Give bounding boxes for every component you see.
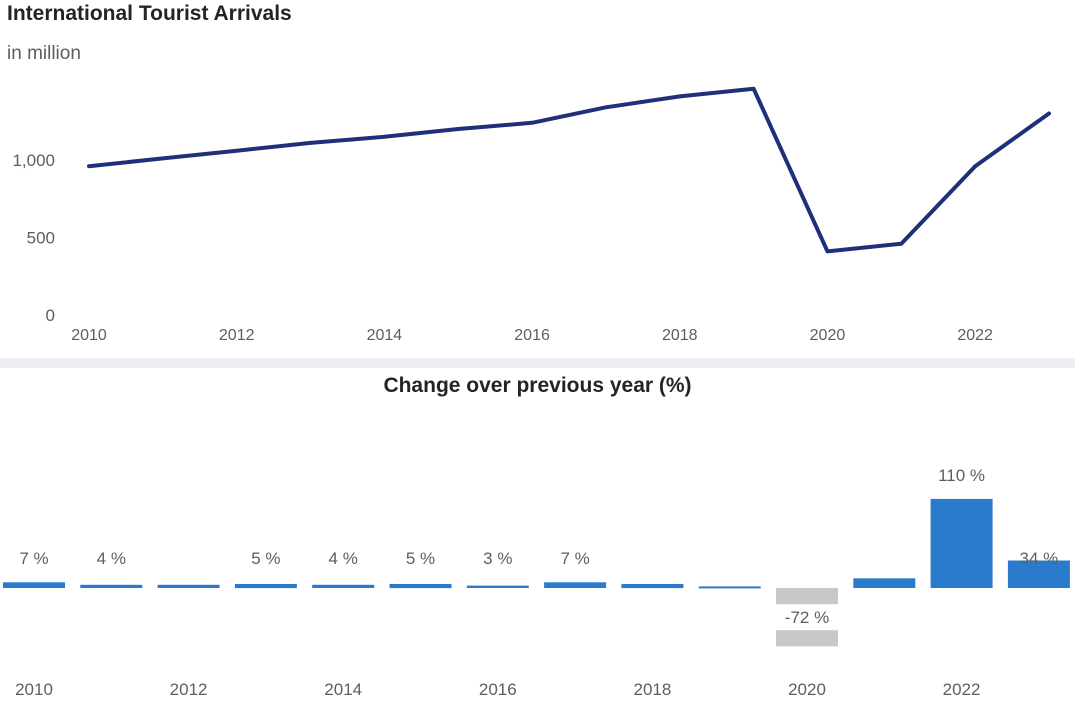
x-tick-label: 2012 [219,327,255,344]
data-label: -72 % [785,608,829,627]
data-label: 34 % [1020,549,1059,568]
series-line [87,86,1051,254]
bar [80,584,143,588]
bar [698,586,761,589]
y-tick-label: 1,000 [12,151,55,170]
x-tick-label: 2022 [943,680,981,699]
x-tick-label: 2020 [788,680,826,699]
x-tick-label: 2014 [367,327,403,344]
x-tick-label: 2016 [479,680,517,699]
bar [234,584,297,589]
x-tick-label: 2016 [514,327,550,344]
x-tick-label: 2020 [810,327,846,344]
data-label-background [776,604,838,631]
bar [157,584,220,588]
x-tick-label: 2010 [15,680,53,699]
change-chart-title: Change over previous year (%) [383,374,692,397]
data-label: 7 % [19,549,48,568]
x-tick-label: 2010 [71,327,107,344]
bar [389,584,452,589]
y-tick-label: 0 [46,306,55,325]
data-label: 110 % [938,466,985,485]
bar [466,585,529,588]
chart-subtitle: in million [7,43,81,64]
data-label: 5 % [251,549,280,568]
bar [621,584,684,589]
bar [312,584,375,588]
line-chart: 0 500 1,000 2010 2012 2014 2016 2018 2020 2022 [12,86,1051,344]
x-tick-label: 2012 [170,680,208,699]
x-tick-label: 2022 [957,327,993,344]
chart-title: International Tourist Arrivals [7,2,292,25]
data-label: 4 % [97,549,126,568]
bar [544,582,607,588]
data-label: 4 % [329,549,358,568]
data-label: 3 % [483,549,512,568]
data-label: 5 % [406,549,435,568]
x-tick-label: 2014 [324,680,362,699]
x-tick-label: 2018 [662,327,698,344]
y-tick-label: 500 [27,229,55,248]
bar [930,498,993,588]
data-label: 7 % [560,549,589,568]
bar [853,578,916,588]
bar [3,582,65,588]
section-divider [0,358,1075,368]
bar [1007,560,1070,588]
x-tick-label: 2018 [633,680,671,699]
